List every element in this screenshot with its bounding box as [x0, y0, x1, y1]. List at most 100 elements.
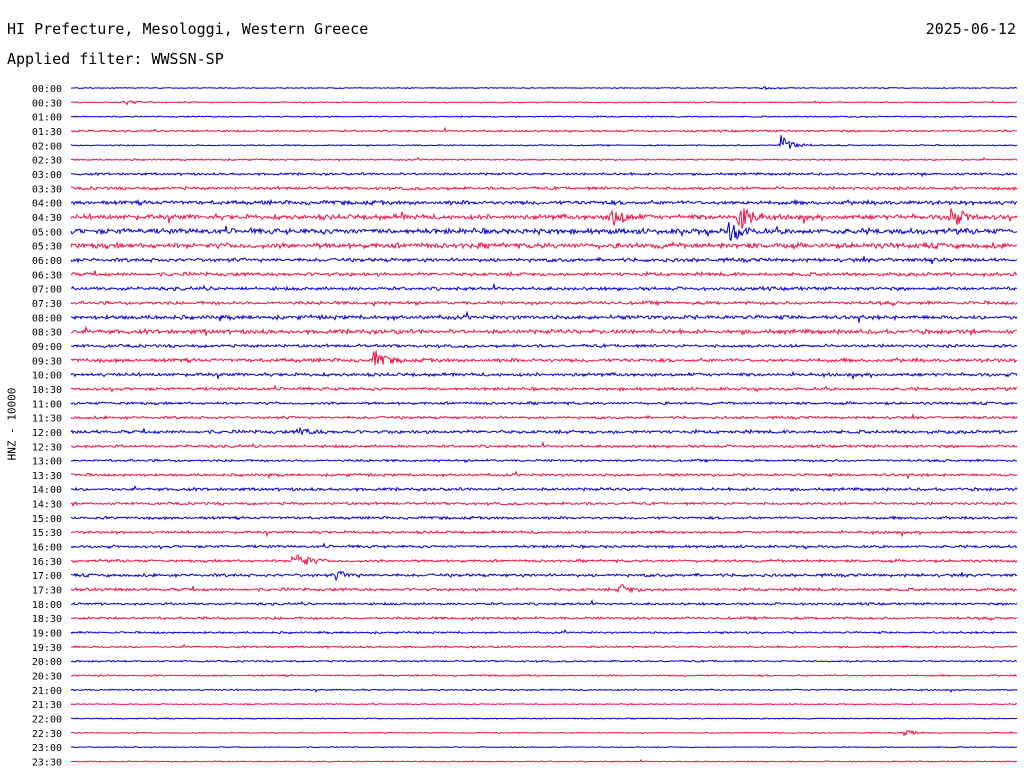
row-time-label: 12:30 — [32, 442, 62, 453]
row-time-label: 10:00 — [32, 371, 62, 382]
row-time-label: 11:00 — [32, 399, 62, 410]
row-time-label: 21:30 — [32, 700, 62, 711]
row-time-label: 07:00 — [32, 285, 62, 296]
seismic-trace-row — [70, 343, 1018, 349]
seismic-trace-row — [70, 470, 1018, 480]
row-time-label: 15:30 — [32, 528, 62, 539]
seismic-trace-row — [70, 350, 1018, 366]
seismic-trace-row — [70, 745, 1017, 749]
plot-date: 2025-06-12 — [925, 20, 1016, 38]
seismic-trace-row — [70, 256, 1018, 265]
seismic-trace-row — [70, 115, 1018, 119]
row-time-label: 18:00 — [32, 600, 62, 611]
row-time-label: 23:30 — [32, 758, 62, 769]
seismic-trace-row — [70, 412, 1018, 421]
seismic-trace-row — [70, 240, 1018, 251]
seismic-trace-row — [70, 500, 1018, 508]
row-time-label: 20:30 — [32, 672, 62, 683]
seismic-trace-row — [70, 717, 1018, 720]
seismic-trace-row — [70, 458, 1018, 464]
seismic-trace-row — [71, 325, 1018, 336]
seismic-trace-row — [70, 198, 1018, 207]
row-time-label: 22:00 — [32, 715, 62, 726]
row-time-label: 05:00 — [32, 227, 62, 238]
row-time-label: 12:00 — [32, 428, 62, 439]
seismic-trace-row — [70, 440, 1018, 449]
row-time-label: 06:00 — [32, 256, 62, 267]
row-time-label: 06:30 — [32, 270, 62, 281]
seismic-trace-row — [70, 598, 1018, 607]
seismic-trace-row — [70, 299, 1018, 308]
row-time-label: 20:00 — [32, 657, 62, 668]
row-time-label: 16:30 — [32, 557, 62, 568]
seismic-trace-row — [70, 628, 1018, 635]
row-time-label: 05:30 — [32, 242, 62, 253]
row-time-label: 03:30 — [32, 184, 62, 195]
seismic-trace-row — [70, 400, 1018, 407]
row-time-label: 14:00 — [32, 485, 62, 496]
row-time-label: 04:00 — [32, 199, 62, 210]
seismic-trace-row — [70, 270, 1018, 278]
row-time-label: 13:30 — [32, 471, 62, 482]
row-time-label: 19:00 — [32, 629, 62, 640]
row-time-label: 19:30 — [32, 643, 62, 654]
seismic-trace-row — [70, 570, 1018, 582]
seismic-trace-row — [70, 542, 1018, 551]
seismic-trace-row — [70, 126, 1018, 133]
row-time-label: 17:00 — [32, 571, 62, 582]
seismic-trace-row — [70, 673, 1018, 678]
seismic-trace-row — [70, 208, 1018, 229]
seismic-trace-row — [70, 554, 1018, 565]
row-time-label: 18:30 — [32, 614, 62, 625]
seismic-trace-row — [71, 99, 1018, 106]
seismic-trace-row — [70, 171, 1018, 178]
row-time-label: 22:30 — [32, 729, 62, 740]
row-time-label: 14:30 — [32, 500, 62, 511]
row-time-label: 10:30 — [32, 385, 62, 396]
row-time-label: 02:00 — [32, 141, 62, 152]
row-time-label: 23:00 — [32, 743, 62, 754]
row-time-label: 15:00 — [32, 514, 62, 525]
seismic-trace-row — [70, 384, 1018, 393]
row-time-label: 02:30 — [32, 156, 62, 167]
row-time-label: 13:00 — [32, 457, 62, 468]
row-time-label: 09:00 — [32, 342, 62, 353]
row-time-label: 16:00 — [32, 543, 62, 554]
seismic-trace-row — [70, 529, 1018, 538]
seismic-trace-row — [70, 185, 1018, 192]
seismic-trace-row — [70, 221, 1018, 242]
seismic-trace-row — [70, 484, 1018, 493]
row-time-label: 00:00 — [32, 84, 62, 95]
seismic-trace-row — [70, 135, 1018, 149]
row-time-label: 04:30 — [32, 213, 62, 224]
seismic-trace-row — [70, 426, 1018, 435]
filter-label: Applied filter: WWSSN-SP — [7, 50, 224, 68]
row-time-label: 07:30 — [32, 299, 62, 310]
seismic-trace-row — [70, 687, 1018, 694]
station-title: HI Prefecture, Mesologgi, Western Greece — [7, 20, 369, 38]
seismic-trace-row — [70, 156, 1018, 162]
seismic-trace-row — [70, 615, 1018, 622]
seismic-trace-row — [70, 729, 1018, 737]
seismic-trace-row — [70, 758, 1018, 763]
row-time-label: 00:30 — [32, 98, 62, 109]
row-time-label: 17:30 — [32, 586, 62, 597]
row-time-label: 01:30 — [32, 127, 62, 138]
seismic-trace-row — [70, 370, 1018, 380]
seismic-trace-row — [71, 85, 1018, 91]
row-time-label: 11:30 — [32, 414, 62, 425]
row-time-label: 03:00 — [32, 170, 62, 181]
row-time-label: 08:00 — [32, 313, 62, 324]
row-time-label: 09:30 — [32, 356, 62, 367]
seismic-trace-row — [70, 515, 1018, 521]
seismic-trace-row — [70, 659, 1018, 663]
row-time-label: 01:00 — [32, 113, 62, 124]
seismic-trace-row — [70, 702, 1018, 706]
row-time-label: 21:00 — [32, 686, 62, 697]
seismic-trace-row — [70, 643, 1018, 649]
seismic-trace-row — [70, 310, 1018, 323]
row-time-label: 08:30 — [32, 328, 62, 339]
seismic-trace-row — [70, 583, 1018, 594]
seismic-trace-row — [70, 283, 1018, 292]
